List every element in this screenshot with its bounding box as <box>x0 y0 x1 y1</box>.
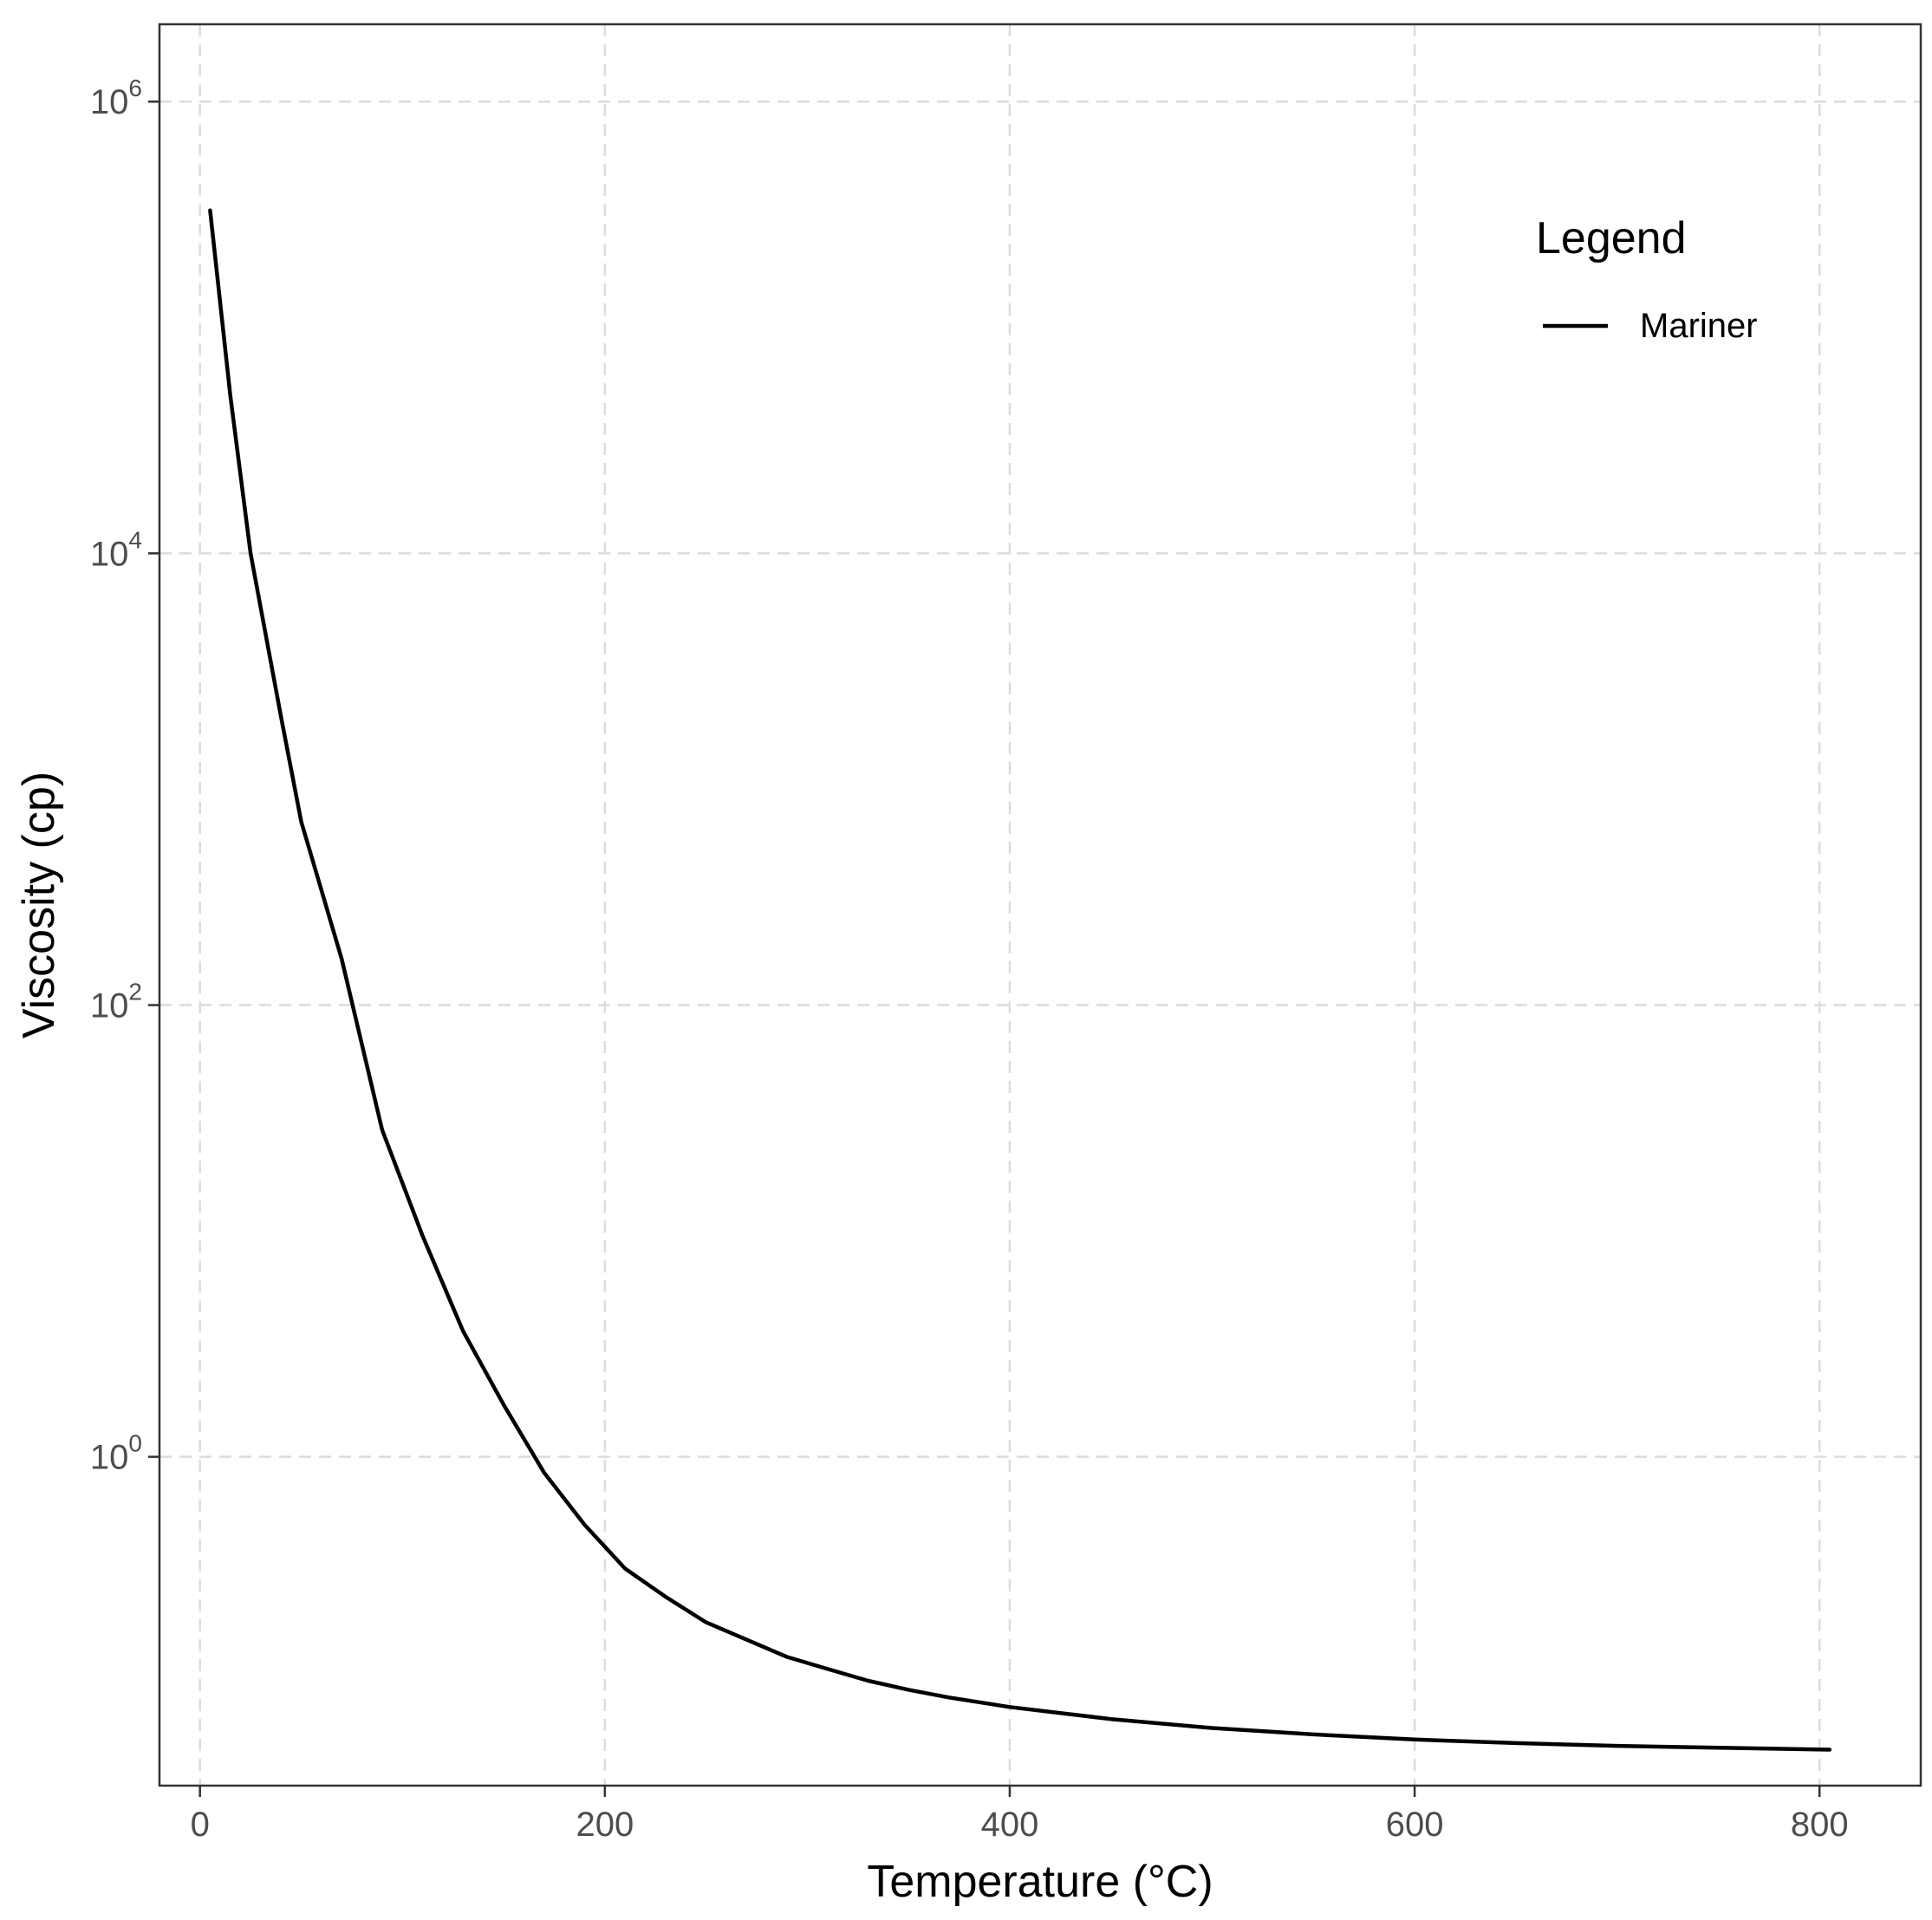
y-tick-label: 106 <box>90 75 142 121</box>
x-tick-label: 200 <box>576 1806 634 1844</box>
y-axis-title: Viscosity (cp) <box>14 771 64 1038</box>
y-axis: 100 102 104 106 <box>90 75 159 1477</box>
series-layer <box>208 208 1832 1752</box>
grid-lines <box>159 24 1921 1786</box>
x-axis: 0 200 400 600 800 <box>191 1786 1849 1844</box>
legend-label-mariner: Mariner <box>1640 307 1758 345</box>
series-line-mariner <box>208 208 1832 1752</box>
legend-title: Legend <box>1536 213 1687 264</box>
y-tick-label: 104 <box>90 526 142 573</box>
legend: Legend Mariner <box>1536 213 1758 345</box>
x-tick-label: 0 <box>191 1806 210 1844</box>
y-tick-label: 100 <box>90 1430 142 1477</box>
x-tick-label: 400 <box>981 1806 1039 1844</box>
x-axis-title: Temperature (°C) <box>867 1857 1213 1907</box>
panel-background <box>159 24 1921 1786</box>
panel-border <box>158 23 1922 1787</box>
y-tick-label: 102 <box>90 978 142 1025</box>
x-tick-label: 600 <box>1386 1806 1444 1844</box>
x-tick-label: 800 <box>1791 1806 1849 1844</box>
